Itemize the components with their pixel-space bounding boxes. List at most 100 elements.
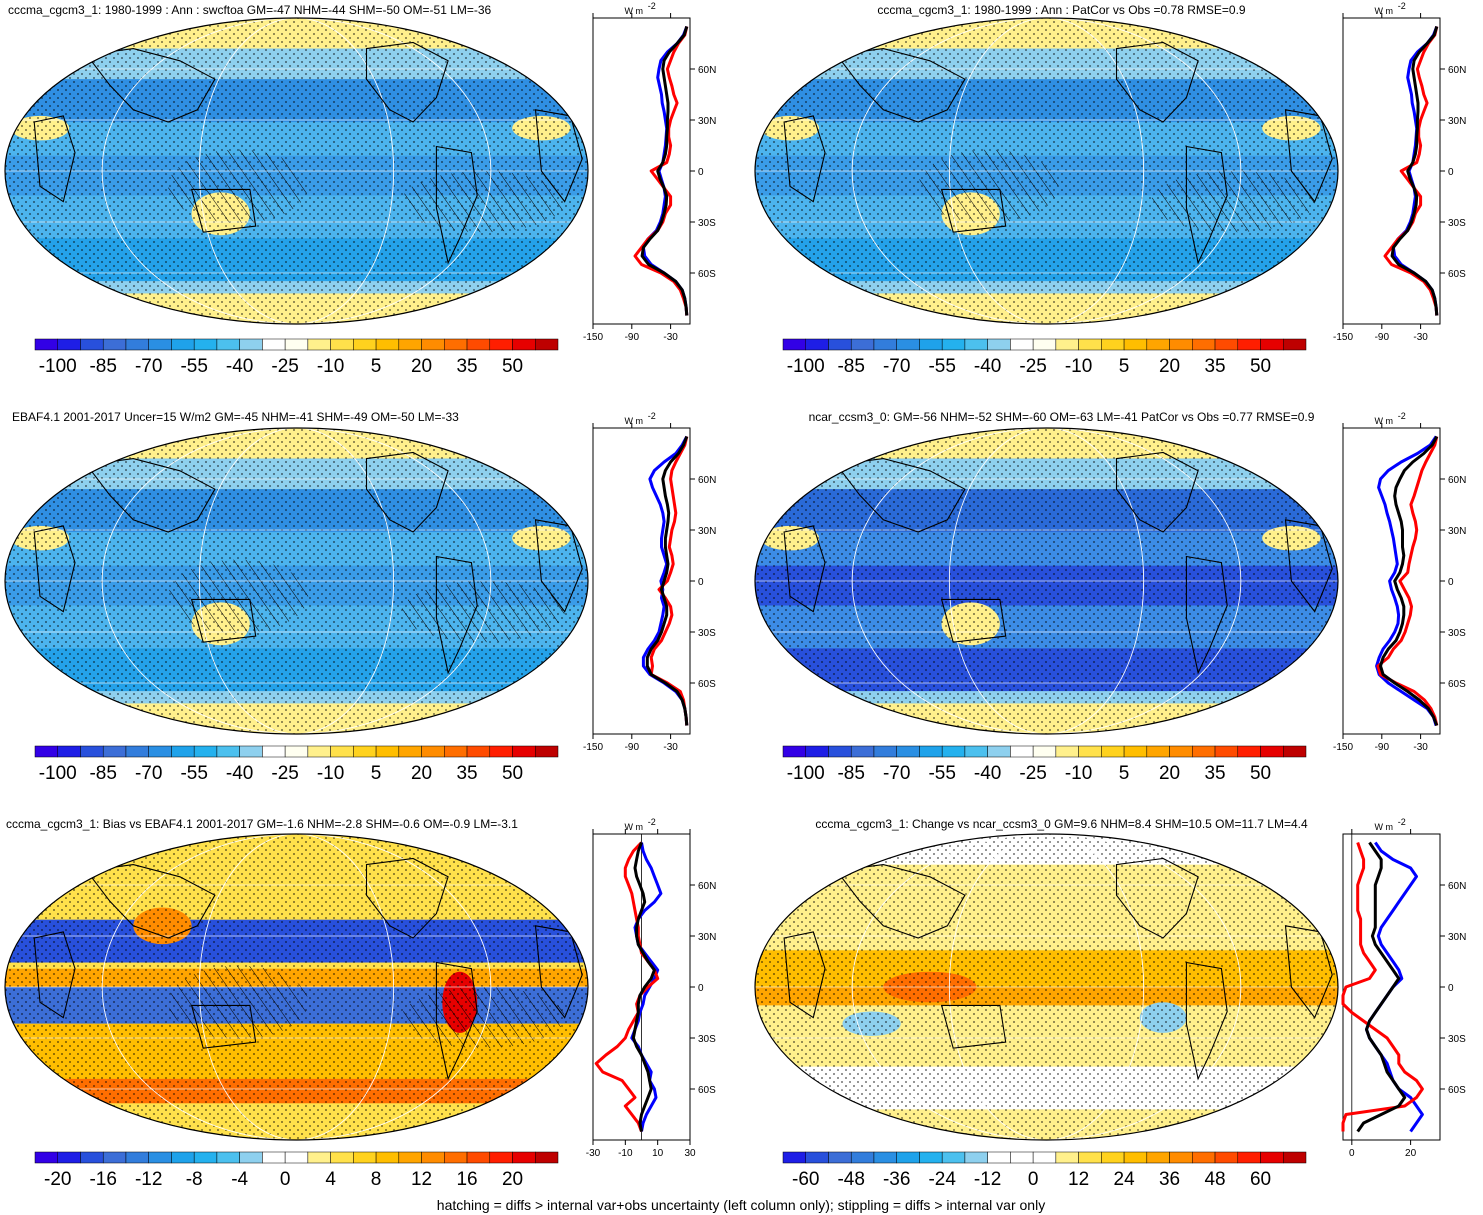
colorbar-swatch bbox=[353, 338, 377, 351]
panel-title: cccma_cgcm3_1: Change vs ncar_ccsm3_0 GM… bbox=[815, 817, 1308, 831]
continent-outline bbox=[190, 188, 257, 233]
colorbar-swatch bbox=[873, 338, 897, 351]
continent-outline bbox=[1284, 109, 1333, 203]
continent-outline bbox=[33, 525, 76, 613]
y-tick-label: 60S bbox=[1448, 269, 1466, 280]
colorbar-swatch bbox=[307, 1151, 331, 1164]
zonal-mean-plot: -150 -90 -30 W m -2 60N 30N 0 30S 60S bbox=[1333, 1, 1466, 343]
colorbar-swatch bbox=[512, 745, 536, 758]
colorbar-label: 35 bbox=[456, 356, 477, 377]
colorbar-swatch bbox=[216, 338, 240, 351]
colorbar-swatch bbox=[307, 338, 331, 351]
y-tick-label: 30N bbox=[1448, 116, 1466, 127]
colorbar-swatch bbox=[1078, 338, 1102, 351]
graticule-lon bbox=[198, 18, 395, 324]
map bbox=[755, 428, 1338, 734]
unit-superscript: -2 bbox=[648, 411, 656, 421]
y-tick-label: 60S bbox=[698, 679, 716, 690]
colorbar-swatch bbox=[805, 745, 829, 758]
colorbar-swatch bbox=[964, 745, 988, 758]
series-line-obs bbox=[594, 841, 660, 1133]
graticule-lon bbox=[101, 18, 492, 324]
series-line-obs bbox=[1383, 26, 1439, 316]
y-tick-label: 0 bbox=[1448, 577, 1454, 588]
colorbar-label: 50 bbox=[502, 763, 523, 784]
hatching bbox=[1151, 171, 1315, 233]
continent-outline bbox=[940, 598, 1007, 643]
colorbar-swatch bbox=[239, 745, 263, 758]
unit-superscript: -2 bbox=[648, 1, 656, 11]
zonal-mean-plot: 0 20 W m -2 60N 30N 0 30S 60S bbox=[1341, 817, 1466, 1159]
colorbar-swatch bbox=[805, 338, 829, 351]
panel-title: cccma_cgcm3_1: 1980-1999 : Ann : swcftoa… bbox=[8, 3, 492, 17]
colorbar-label: -12 bbox=[135, 1169, 162, 1190]
colorbar-label: -100 bbox=[787, 356, 825, 377]
colorbar-swatch bbox=[375, 745, 400, 758]
colorbar-label: 5 bbox=[1119, 763, 1130, 784]
x-tick-label: -30 bbox=[586, 1148, 601, 1159]
continent-outline bbox=[783, 115, 826, 203]
continent-outline bbox=[1284, 519, 1333, 613]
colorbar-swatch bbox=[964, 1151, 988, 1164]
colorbar-swatch bbox=[1169, 1151, 1193, 1164]
colorbar-swatch bbox=[782, 1151, 806, 1164]
x-tick-label: -30 bbox=[1413, 332, 1428, 343]
x-tick-label: -150 bbox=[583, 332, 603, 343]
graticule-lon bbox=[851, 428, 1242, 734]
colorbar-label: -10 bbox=[317, 763, 344, 784]
colorbar-label: 20 bbox=[502, 1169, 523, 1190]
colorbar-swatch bbox=[239, 1151, 263, 1164]
continent-outline bbox=[85, 458, 216, 533]
map-border bbox=[754, 427, 1339, 735]
colorbar-swatch bbox=[216, 1151, 240, 1164]
graticule-lon bbox=[198, 428, 395, 734]
colorbar-swatch bbox=[307, 745, 331, 758]
colorbar-swatch bbox=[1055, 745, 1079, 758]
panel-title: ncar_ccsm3_0: GM=-56 NHM=-52 SHM=-60 OM=… bbox=[809, 410, 1315, 424]
colorbar: -100 -85 -70 -55 -40 -25 -10 5 20 35 50 bbox=[782, 745, 1307, 784]
colorbar-swatch bbox=[512, 1151, 536, 1164]
unit-superscript: -2 bbox=[1398, 1, 1406, 11]
colorbar-swatch bbox=[782, 745, 806, 758]
colorbar-label: 20 bbox=[411, 356, 432, 377]
colorbar-swatch bbox=[512, 338, 536, 351]
x-tick-label: -150 bbox=[1333, 332, 1353, 343]
colorbar-swatch bbox=[828, 338, 852, 351]
colorbar-label: -25 bbox=[271, 356, 298, 377]
colorbar-label: -55 bbox=[928, 356, 955, 377]
panel-p3: EBAF4.1 2001-2017 Uncer=15 W/m2 GM=-45 N… bbox=[4, 410, 716, 784]
series-line-mmm bbox=[1390, 26, 1439, 316]
colorbar-label: -55 bbox=[180, 763, 207, 784]
y-tick-label: 60N bbox=[1448, 65, 1466, 76]
continent-outline bbox=[835, 48, 966, 123]
continent-outline bbox=[783, 525, 826, 613]
unit-label: W m bbox=[1374, 822, 1393, 832]
map-border bbox=[754, 833, 1339, 1141]
unit-superscript: -2 bbox=[648, 817, 656, 827]
colorbar-swatch bbox=[1032, 745, 1057, 758]
colorbar-label: -4 bbox=[231, 1169, 248, 1190]
colorbar-swatch bbox=[1192, 1151, 1216, 1164]
colorbar-swatch bbox=[262, 1151, 286, 1164]
y-tick-label: 30S bbox=[1448, 218, 1466, 229]
colorbar-swatch bbox=[1010, 338, 1034, 351]
colorbar-label: -25 bbox=[1019, 356, 1046, 377]
colorbar-swatch bbox=[1214, 745, 1239, 758]
colorbar-swatch bbox=[34, 1151, 58, 1164]
colorbar-label: -8 bbox=[186, 1169, 203, 1190]
map bbox=[5, 428, 588, 734]
colorbar-swatch bbox=[1169, 338, 1193, 351]
colorbar-label: -40 bbox=[226, 763, 253, 784]
colorbar-swatch bbox=[1283, 338, 1307, 351]
map bbox=[755, 18, 1338, 324]
hatching bbox=[401, 581, 565, 643]
colorbar-swatch bbox=[1192, 338, 1216, 351]
colorbar-swatch bbox=[535, 338, 559, 351]
colorbar-swatch bbox=[466, 1151, 491, 1164]
colorbar: -100 -85 -70 -55 -40 -25 -10 5 20 35 50 bbox=[782, 338, 1307, 377]
y-tick-label: 30S bbox=[1448, 628, 1466, 639]
colorbar-swatch bbox=[1237, 338, 1261, 351]
colorbar-label: -12 bbox=[974, 1169, 1001, 1190]
colorbar-label: 16 bbox=[456, 1169, 477, 1190]
hatching bbox=[168, 559, 309, 634]
